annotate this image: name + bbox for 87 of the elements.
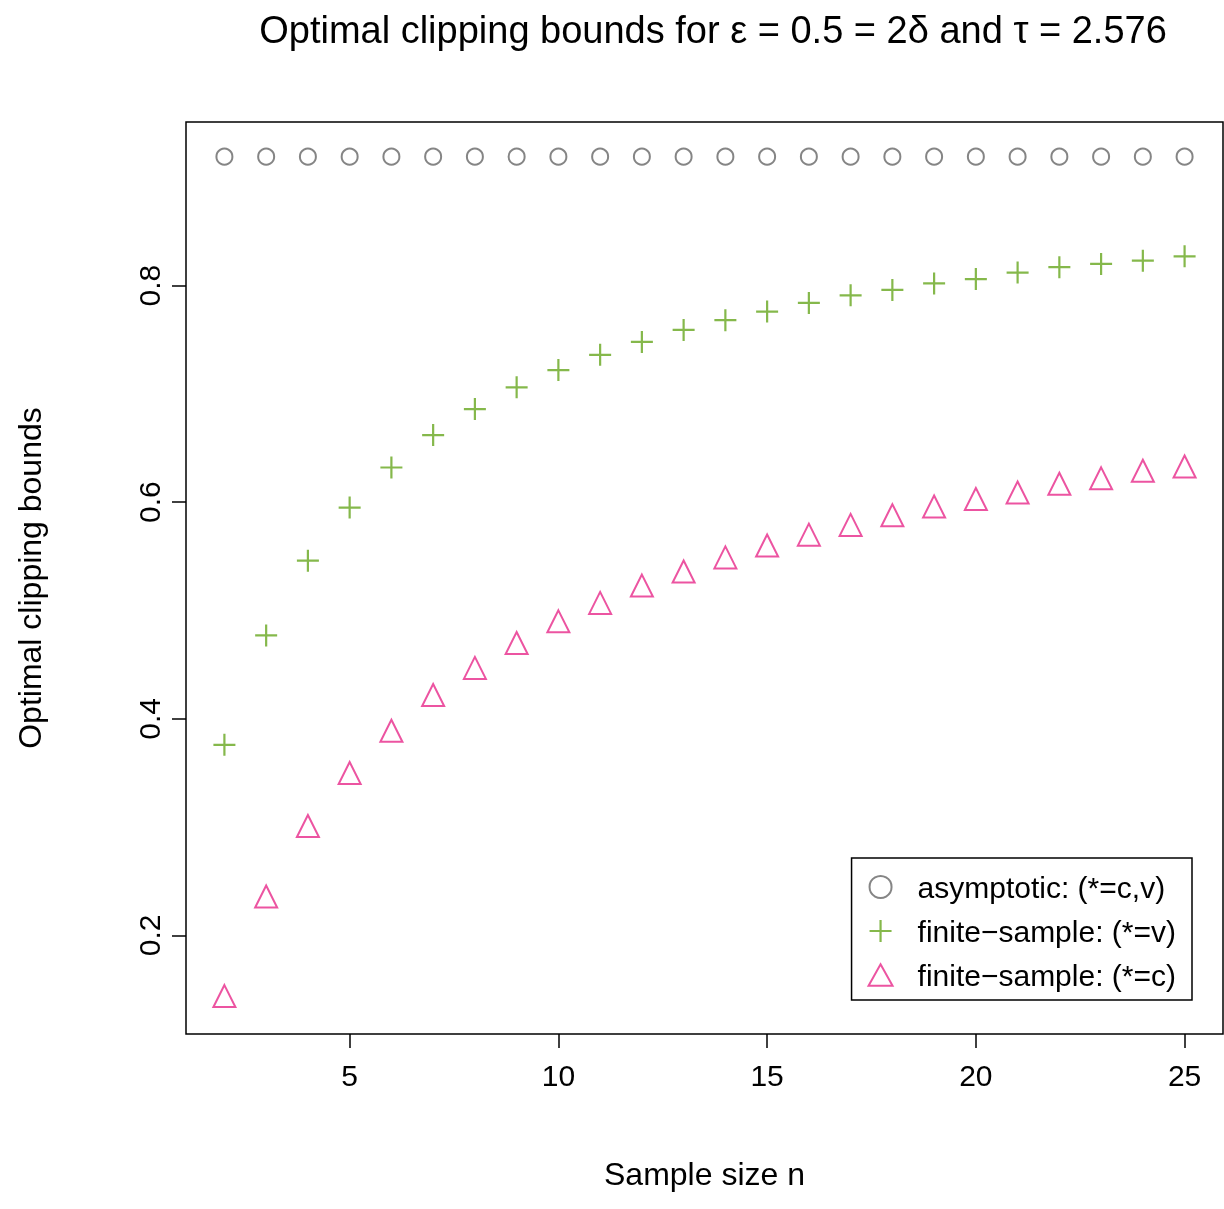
point — [714, 309, 737, 332]
point — [923, 272, 946, 295]
point — [922, 494, 947, 519]
point — [841, 147, 860, 166]
point — [1133, 147, 1152, 166]
point — [880, 503, 905, 528]
point — [966, 147, 985, 166]
point — [589, 343, 612, 366]
point — [591, 147, 610, 166]
point — [588, 590, 613, 615]
point — [422, 424, 445, 447]
point — [298, 147, 317, 166]
point — [507, 147, 526, 166]
point — [1006, 261, 1029, 284]
point — [340, 147, 359, 166]
y-tick-label: 0.6 — [132, 481, 166, 524]
point — [796, 522, 821, 547]
chart-title: Optimal clipping bounds for ε = 0.5 = 2δ and τ = 2.576 — [259, 9, 1167, 51]
point — [255, 624, 278, 647]
point — [883, 147, 902, 166]
x-tick-label: 20 — [959, 1058, 993, 1092]
x-tick-label: 5 — [341, 1058, 358, 1092]
point — [1130, 458, 1155, 483]
point — [254, 884, 279, 909]
point — [462, 655, 487, 680]
point — [1131, 249, 1154, 272]
point — [421, 682, 446, 707]
point — [755, 533, 780, 558]
point — [1172, 454, 1197, 479]
point — [632, 147, 651, 166]
point — [504, 630, 529, 655]
point — [839, 284, 862, 307]
point — [881, 278, 904, 301]
point — [758, 147, 777, 166]
point — [382, 147, 401, 166]
point — [465, 147, 484, 166]
point — [925, 147, 944, 166]
point — [1173, 245, 1196, 268]
x-tick-label: 10 — [541, 1058, 576, 1092]
point — [549, 147, 568, 166]
point — [1089, 466, 1114, 491]
point — [838, 512, 863, 537]
point — [380, 456, 403, 479]
y-tick-label: 0.2 — [132, 914, 166, 957]
point — [1005, 480, 1030, 505]
point — [295, 814, 320, 839]
legend-label: finite−sample: (*=c) — [917, 958, 1177, 992]
point — [463, 398, 486, 421]
y-tick-label: 0.4 — [132, 697, 166, 740]
point — [257, 147, 276, 166]
legend-label: finite−sample: (*=v) — [917, 914, 1177, 948]
point — [674, 147, 693, 166]
y-axis-title: Optimal clipping bounds — [12, 407, 48, 749]
point — [215, 147, 234, 166]
point — [964, 268, 987, 291]
point — [716, 147, 735, 166]
point — [629, 573, 654, 598]
point — [546, 609, 571, 634]
point — [379, 718, 404, 743]
x-tick-label: 15 — [750, 1058, 784, 1092]
point — [337, 760, 362, 785]
point — [672, 318, 695, 341]
point — [1175, 147, 1194, 166]
x-tick-label: 25 — [1167, 1058, 1202, 1092]
point — [296, 549, 319, 572]
point — [963, 486, 988, 511]
point — [212, 984, 237, 1009]
point — [756, 300, 779, 323]
point — [671, 559, 696, 584]
legend-label: asymptotic: (*=c,v) — [917, 870, 1166, 904]
point — [424, 147, 443, 166]
point — [505, 376, 528, 399]
point — [799, 147, 818, 166]
point — [547, 359, 570, 382]
point — [338, 496, 361, 519]
x-axis-title: Sample size n — [604, 1156, 805, 1192]
point — [1092, 147, 1111, 166]
point — [713, 545, 738, 570]
point — [213, 733, 236, 756]
point — [1050, 147, 1069, 166]
y-tick-label: 0.8 — [132, 264, 166, 307]
point — [1090, 252, 1113, 275]
point — [1047, 471, 1072, 496]
point — [797, 291, 820, 314]
point — [630, 330, 653, 353]
point — [1008, 147, 1027, 166]
point — [1048, 256, 1071, 279]
